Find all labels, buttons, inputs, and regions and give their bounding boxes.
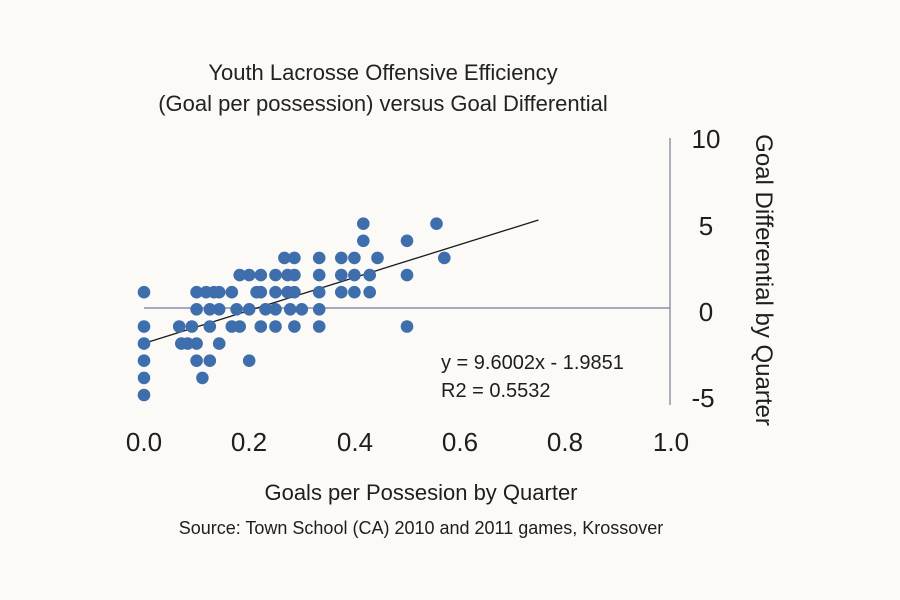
data-point	[233, 320, 246, 333]
data-point	[312, 285, 326, 299]
data-point	[242, 303, 256, 316]
data-point	[212, 285, 226, 299]
data-point	[203, 320, 217, 333]
data-point	[335, 268, 348, 282]
x-tick-label: 0.0	[126, 427, 162, 457]
data-point	[196, 371, 209, 385]
chart-title-line-2: (Goal per possession) versus Goal Differ…	[158, 91, 608, 116]
data-point	[312, 320, 326, 333]
data-point	[181, 337, 194, 350]
data-point	[295, 303, 309, 316]
data-point	[137, 371, 151, 385]
x-axis-label: Goals per Possesion by Quarter	[264, 480, 577, 505]
data-point	[400, 234, 414, 248]
data-point	[185, 320, 199, 333]
y-tick-label: 5	[699, 211, 713, 241]
x-tick-label: 1.0	[653, 427, 689, 457]
data-point	[288, 320, 301, 333]
data-point	[190, 354, 203, 368]
y-tick-label: 10	[692, 124, 721, 154]
data-point	[203, 303, 217, 316]
data-point	[348, 268, 361, 282]
data-point	[254, 320, 268, 333]
data-point	[278, 251, 291, 265]
data-point	[242, 268, 256, 282]
data-point	[254, 285, 268, 299]
data-point	[363, 285, 377, 299]
data-point	[288, 268, 301, 282]
y-axis-label: Goal Differential by Quarter	[750, 134, 777, 426]
data-points	[137, 217, 451, 402]
y-tick-label: 0	[699, 297, 713, 327]
data-point	[400, 320, 414, 333]
data-point	[269, 303, 282, 316]
trendline-equation: y = 9.6002x - 1.9851	[441, 352, 624, 374]
y-tick-label: -5	[691, 383, 714, 413]
data-point	[357, 217, 370, 230]
data-point	[312, 303, 326, 316]
data-point	[288, 285, 301, 299]
data-point	[269, 285, 282, 299]
data-point	[400, 268, 414, 282]
data-point	[190, 337, 203, 350]
data-point	[137, 388, 151, 402]
data-point	[242, 354, 256, 368]
data-point	[259, 303, 272, 316]
data-point	[137, 320, 151, 333]
data-point	[233, 268, 246, 282]
x-tick-label: 0.8	[547, 427, 583, 457]
data-point	[172, 320, 186, 333]
source-note: Source: Town School (CA) 2010 and 2011 g…	[179, 518, 664, 538]
data-point	[371, 251, 384, 265]
data-point	[335, 251, 348, 265]
data-point	[225, 285, 239, 299]
data-point	[212, 337, 226, 350]
data-point	[269, 320, 282, 333]
data-point	[348, 285, 361, 299]
data-point	[137, 337, 151, 350]
data-point	[137, 354, 151, 368]
x-tick-label: 0.2	[231, 427, 267, 457]
data-point	[212, 303, 226, 316]
data-point	[335, 285, 348, 299]
data-point	[190, 303, 203, 316]
data-point	[430, 217, 443, 230]
data-point	[438, 251, 451, 265]
data-point	[254, 268, 268, 282]
data-point	[283, 303, 297, 316]
data-point	[269, 268, 282, 282]
data-point	[190, 285, 203, 299]
x-tick-label: 0.6	[442, 427, 478, 457]
data-point	[312, 251, 326, 265]
data-point	[363, 268, 377, 282]
data-point	[312, 268, 326, 282]
chart-title-line-1: Youth Lacrosse Offensive Efficiency	[208, 60, 557, 85]
r-squared: R2 = 0.5532	[441, 380, 551, 402]
data-point	[357, 234, 370, 248]
data-point	[137, 285, 151, 299]
data-point	[348, 251, 361, 265]
data-point	[203, 354, 217, 368]
data-point	[230, 303, 243, 316]
data-point	[288, 251, 301, 265]
x-tick-label: 0.4	[337, 427, 373, 457]
